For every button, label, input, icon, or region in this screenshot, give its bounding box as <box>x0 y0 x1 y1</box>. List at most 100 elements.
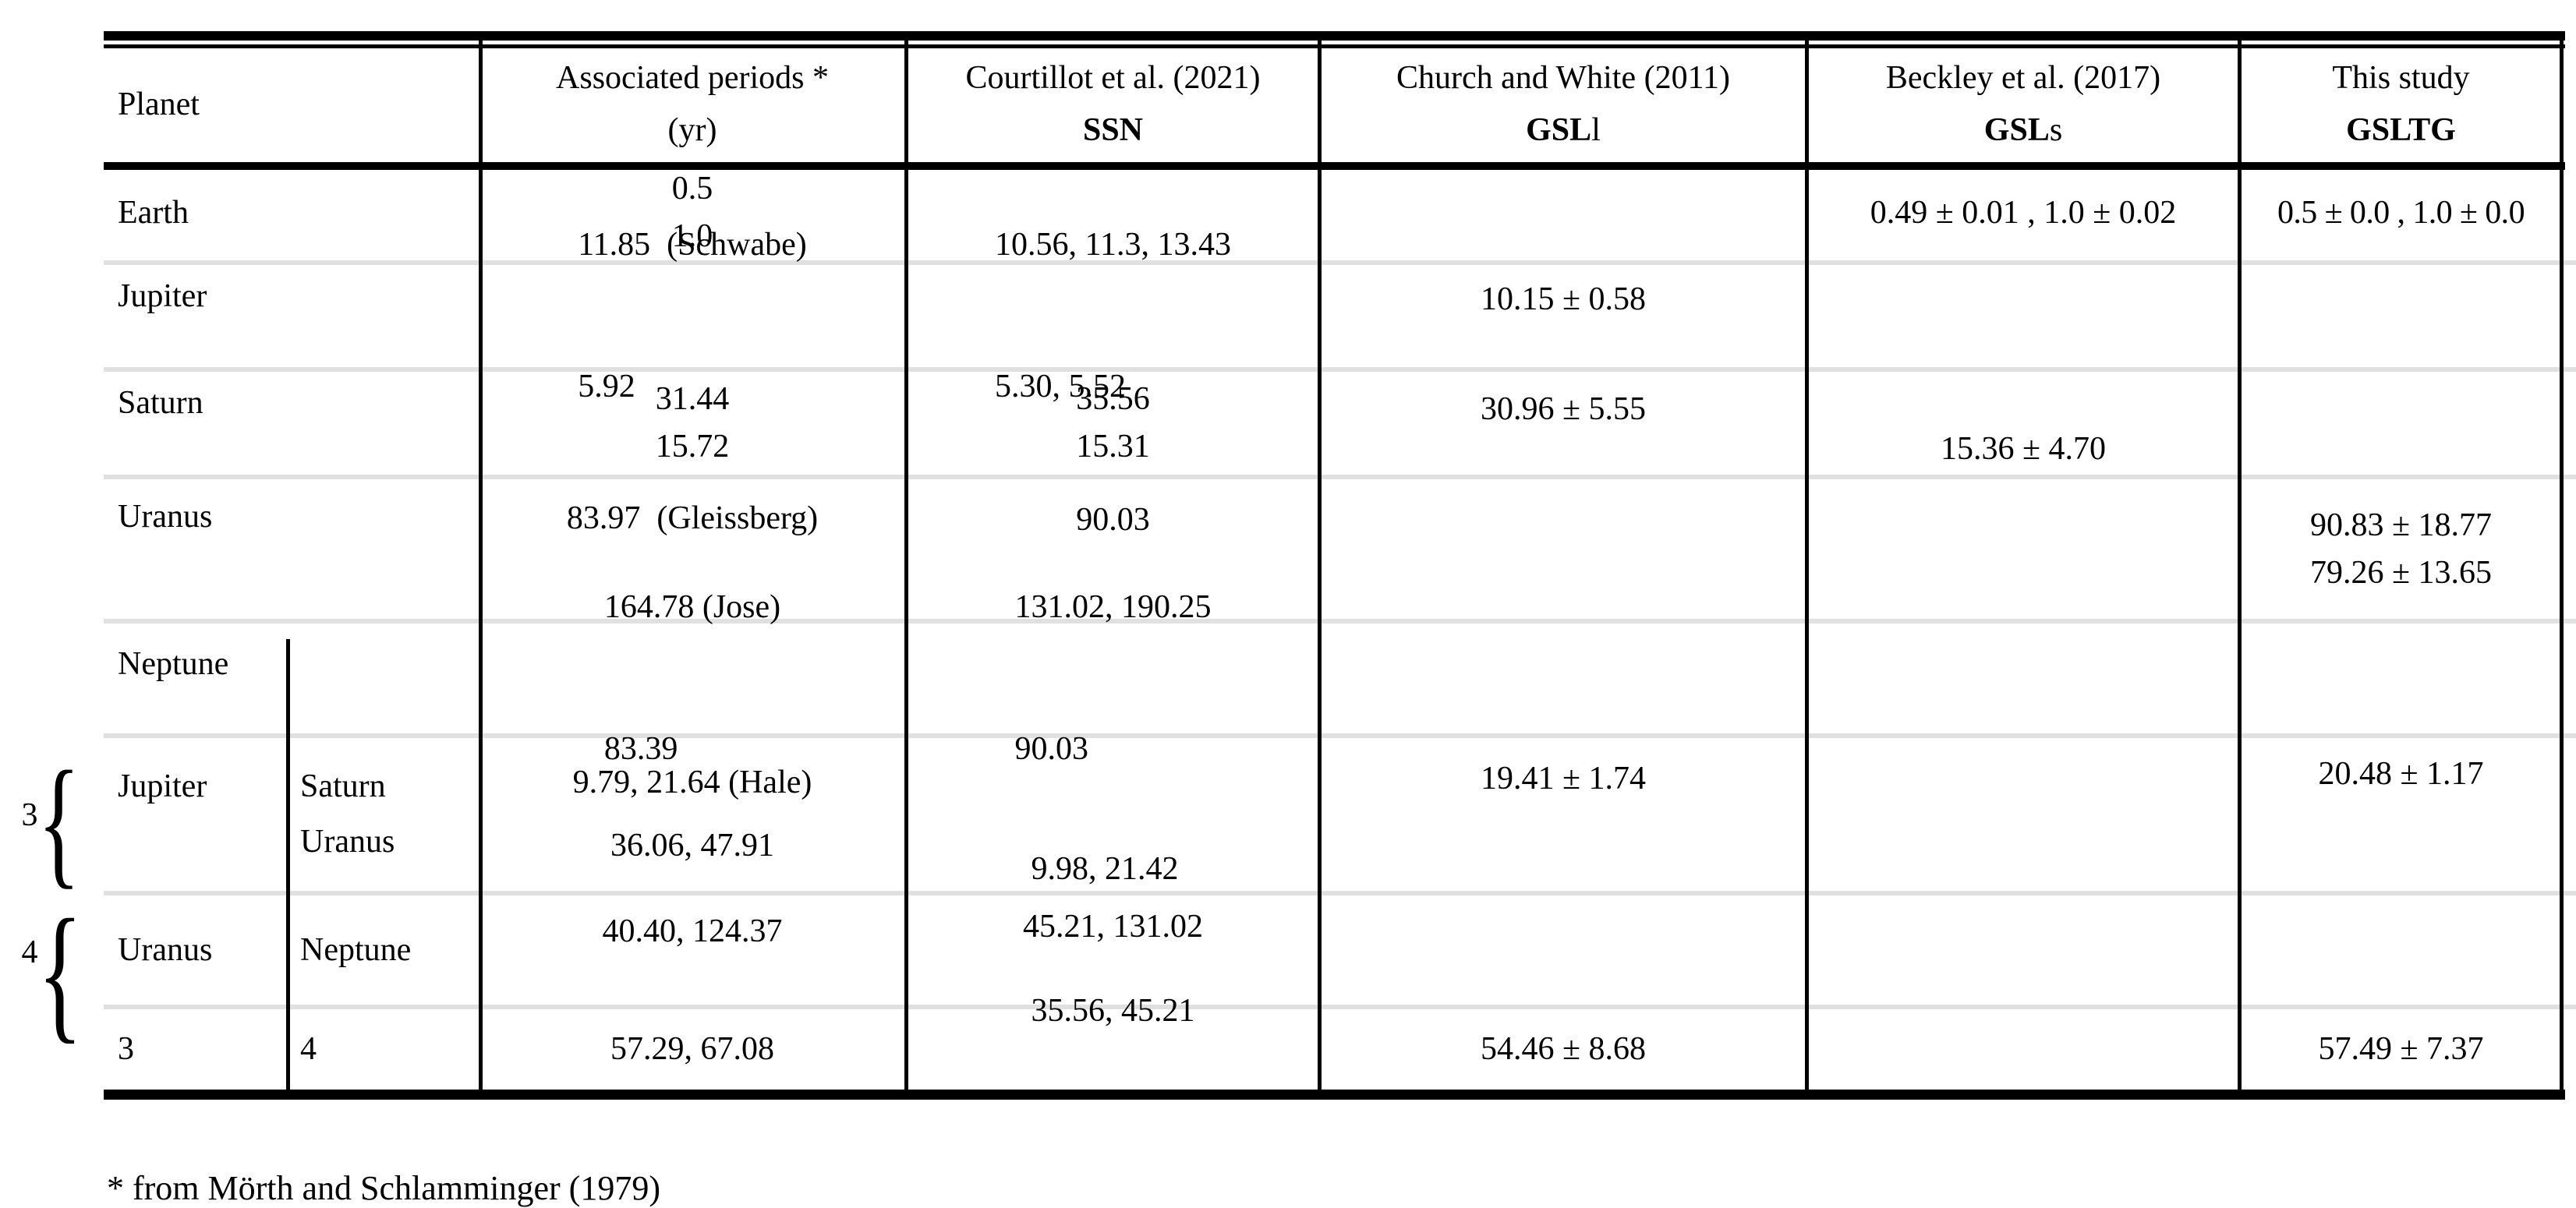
cell-group4-periods: 40.40, 124.37 <box>480 897 904 1014</box>
planet-name: Earth <box>118 194 189 231</box>
col-header-beckley: Beckley et al. (2017) GSLs <box>1809 48 2238 161</box>
value-block: 11.85 (Schwabe) 5.92 <box>578 126 807 506</box>
value-line: 30.96 ± 5.55 <box>1480 391 1647 427</box>
column-divider <box>479 34 483 1094</box>
value-line: 0.5 ± 0.0 , 1.0 ± 0.0 <box>2277 194 2525 231</box>
header-bottom-rule <box>104 162 2565 170</box>
col-header-church: Church and White (2011) GSLl <box>1322 48 1805 161</box>
value-line: 0.49 ± 0.01 , 1.0 ± 0.02 <box>1870 194 2177 231</box>
cell-saturn-beckley: 15.36 ± 4.70 <box>1809 373 2238 481</box>
value-line: 10.56, 11.3, 13.43 <box>995 226 1231 263</box>
column-divider <box>1318 34 1322 1094</box>
table-footnote: * from Mörth and Schlamminger (1979) <box>90 1129 660 1208</box>
cell-uranus-planet: Uranus <box>118 481 465 630</box>
col-header-church-abbr: GSLl <box>1526 112 1601 148</box>
planet-name: Saturn <box>118 385 203 421</box>
value-line: 1.0 <box>671 218 713 254</box>
col-header-periods: Associated periods * (yr) <box>480 48 904 161</box>
value-line: 15.36 ± 4.70 <box>1940 431 2107 468</box>
cell-earth-planet: Earth <box>118 167 465 259</box>
value-block: 164.78 (Jose) 83.39 <box>604 489 780 868</box>
value-line: 19.41 ± 1.74 <box>1480 761 1647 797</box>
value-line: 9.98, 21.42 <box>1031 850 1179 887</box>
cell-uranus-study: 90.83 ± 18.77 79.26 ± 13.65 <box>2242 481 2560 617</box>
value-line: 0.5 <box>671 171 713 207</box>
value-line: 83.39 <box>603 731 678 768</box>
value-block: 9.98, 21.42 35.56, 45.21 <box>1031 751 1195 1130</box>
col-header-courtillot-abbr: SSN <box>1082 112 1144 148</box>
cell-saturn-periods: 31.44 15.72 <box>480 373 904 473</box>
col-header-study-line1: This study <box>2332 59 2470 96</box>
value-line: 57.29, 67.08 <box>610 1031 774 1068</box>
group-number: 3 <box>21 797 38 833</box>
col-header-beckley-line1: Beckley et al. (2017) <box>1885 59 2161 96</box>
col-header-planet: Planet <box>118 48 465 161</box>
value-line: 20.48 ± 1.17 <box>2318 756 2484 792</box>
value-line: 164.78 (Jose) <box>603 588 781 625</box>
value-line: 36.06, 47.91 <box>610 828 774 864</box>
col-header-church-line1: Church and White (2011) <box>1396 59 1731 96</box>
table-bottom-rule <box>104 1090 2565 1100</box>
group3-label: 3 <box>12 792 47 839</box>
value-line: 15.31 <box>1076 429 1150 464</box>
col-header-planet-label: Planet <box>118 86 200 122</box>
footnote-text: * from Mörth and Schlamminger (1979) <box>107 1169 660 1207</box>
group4-label: 4 <box>12 929 47 976</box>
cell-group3-planet-a: Jupiter <box>118 740 274 913</box>
column-divider <box>1805 34 1809 1094</box>
cell-group34-periods: 57.29, 67.08 <box>480 1011 904 1088</box>
value-line: 57.49 ± 7.37 <box>2318 1031 2484 1068</box>
planet-name: Uranus <box>300 824 395 860</box>
col-header-study: This study GSLTG <box>2242 48 2560 161</box>
table-right-border <box>2560 34 2564 1094</box>
cell-saturn-church: 30.96 ± 5.55 <box>1322 373 1805 486</box>
group-number: 4 <box>300 1031 317 1068</box>
value-line: 131.02, 190.25 <box>1014 588 1212 625</box>
cell-uranus-periods: 83.97 (Gleissberg) <box>480 481 904 631</box>
table-top-rule-thick <box>104 31 2565 41</box>
cell-neptune-courtillot: 131.02, 190.25 90.03 <box>908 589 1318 768</box>
cell-jupiter-periods: 11.85 (Schwabe) 5.92 <box>480 227 904 405</box>
planet-name: Jupiter <box>118 278 207 314</box>
row-separator <box>104 891 2576 895</box>
value-line: 5.30, 5.52 <box>995 369 1127 405</box>
cell-saturn-planet: Saturn <box>118 373 465 479</box>
cell-jupiter-courtillot: 10.56, 11.3, 13.43 5.30, 5.52 <box>908 227 1318 405</box>
value-line: 40.40, 124.37 <box>602 913 783 949</box>
col-header-courtillot: Courtillot et al. (2021) SSN <box>908 48 1318 161</box>
cell-uranus-courtillot: 90.03 <box>908 481 1318 633</box>
value-line: 45.21, 131.02 <box>1023 909 1203 945</box>
group4-brace: { <box>37 893 83 1053</box>
group3-brace: { <box>37 746 80 898</box>
cell-earth-periods: 0.5 1.0 <box>480 167 904 259</box>
value-line: 35.56 <box>1076 381 1150 418</box>
row-separator <box>104 260 2576 265</box>
value-line: 90.83 ± 18.77 <box>2309 507 2493 543</box>
cell-group3-courtillot: 9.98, 21.42 35.56, 45.21 <box>908 740 1318 1030</box>
value-line: 90.03 <box>1076 502 1150 538</box>
cell-group34-church: 54.46 ± 8.68 <box>1322 1011 1805 1088</box>
group-number: 3 <box>118 1031 134 1068</box>
planet-name: Jupiter <box>118 768 207 804</box>
row-separator <box>104 367 2576 372</box>
col-header-courtillot-line1: Courtillot et al. (2021) <box>965 59 1261 96</box>
value-line: 31.44 <box>655 381 730 418</box>
value-block: 131.02, 190.25 90.03 <box>1015 489 1212 868</box>
planet-name: Saturn <box>300 768 386 804</box>
cell-neptune-planet: Neptune <box>118 625 274 747</box>
col-header-study-abbr: GSLTG <box>2346 112 2456 148</box>
col-header-periods-line2: (yr) <box>667 112 717 148</box>
cell-group3-study: 20.48 ± 1.17 <box>2242 740 2560 900</box>
brace-glyph: { <box>37 742 81 902</box>
cell-group34-planet-a: 3 <box>118 1011 274 1088</box>
cell-earth-study: 0.5 ± 0.0 , 1.0 ± 0.0 <box>2242 167 2560 259</box>
planet-name: Uranus <box>118 499 213 535</box>
value-line: 90.03 <box>1014 731 1089 768</box>
group-number: 4 <box>21 934 38 970</box>
value-block: 10.56, 11.3, 13.43 5.30, 5.52 <box>995 126 1231 506</box>
cell-saturn-courtillot: 35.56 15.31 <box>908 373 1318 473</box>
value-line: 10.15 ± 0.58 <box>1480 281 1647 317</box>
value-line: 54.46 ± 8.68 <box>1480 1031 1647 1068</box>
cell-jupiter-church: 10.15 ± 0.58 <box>1322 267 1805 375</box>
